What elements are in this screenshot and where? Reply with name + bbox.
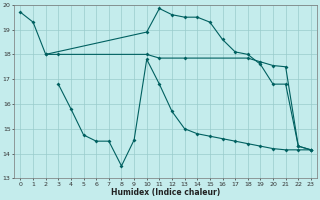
X-axis label: Humidex (Indice chaleur): Humidex (Indice chaleur) — [111, 188, 220, 197]
